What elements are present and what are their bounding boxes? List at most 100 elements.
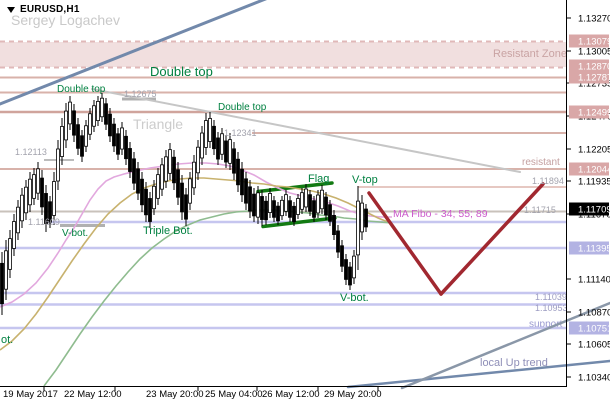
- candle: [364, 204, 368, 232]
- candle-body: [200, 132, 204, 159]
- candle-body: [168, 149, 172, 174]
- candle: [116, 128, 120, 160]
- candle-body: [156, 174, 160, 199]
- chip-label: 1.13079: [578, 37, 610, 48]
- candle: [88, 108, 92, 140]
- candle-body: [360, 202, 364, 233]
- candle-body: [8, 238, 12, 270]
- candle-body: [188, 178, 192, 204]
- trend-line-triangle-upper: [91, 88, 521, 173]
- pattern-label: V-bot.: [62, 228, 88, 239]
- candle: [308, 190, 312, 216]
- candle-body: [268, 192, 272, 213]
- candle: [200, 126, 204, 165]
- candle: [332, 210, 336, 240]
- candle: [260, 190, 264, 226]
- candle: [84, 120, 88, 152]
- candle: [196, 140, 200, 180]
- candle: [160, 158, 164, 196]
- candle: [228, 133, 232, 170]
- candle-body: [32, 174, 36, 199]
- candle: [36, 162, 40, 200]
- candle: [132, 152, 136, 190]
- price-point-label: 1.10953: [535, 303, 568, 313]
- candle-body: [340, 245, 344, 267]
- candle-body: [208, 118, 212, 142]
- candle: [164, 150, 168, 188]
- candle: [356, 186, 360, 270]
- chip-bg: [569, 202, 609, 216]
- candle: [24, 180, 28, 220]
- candle-body: [132, 158, 136, 184]
- candle-body: [252, 193, 256, 217]
- trend-line-projected-v-left: [367, 191, 443, 296]
- trend-line-flag-lower: [261, 216, 337, 229]
- candle-body: [328, 204, 332, 222]
- candle: [268, 188, 272, 218]
- candles-layer: [0, 93, 368, 315]
- candle-body: [144, 188, 148, 216]
- candle-body: [244, 178, 248, 204]
- chip-bg: [569, 59, 609, 73]
- candle: [156, 168, 160, 205]
- candle: [252, 188, 256, 222]
- candle-body: [92, 105, 96, 127]
- chart-watermark: Sergey Logachev: [11, 12, 120, 28]
- candle-body: [160, 164, 164, 190]
- candle-body: [88, 113, 92, 135]
- candle: [12, 214, 16, 256]
- pattern-label: Double top: [57, 84, 106, 95]
- candle-body: [120, 127, 124, 150]
- candle-body: [272, 200, 276, 218]
- candle: [176, 162, 180, 205]
- candle: [76, 118, 80, 155]
- symbol-header: EURUSD,H1: [7, 4, 80, 15]
- chip-label: 1.11395: [578, 244, 610, 255]
- candle: [280, 196, 284, 220]
- price-point-label: 1.12113: [15, 147, 47, 157]
- candle-body: [248, 186, 252, 212]
- candle: [272, 196, 276, 222]
- candle-body: [44, 193, 48, 224]
- ma-fibo-label: MA Fibo - 34; 55; 89: [393, 208, 488, 220]
- candle-body: [180, 182, 184, 213]
- candle: [264, 196, 268, 225]
- candle-body: [108, 113, 112, 137]
- resistant-zone-fill: [0, 42, 566, 67]
- price-point-label: 1.11039: [535, 292, 567, 302]
- candle: [112, 118, 116, 152]
- candle-body: [356, 200, 360, 256]
- y-axis-label: 1.10870: [578, 308, 610, 319]
- candle-body: [312, 200, 316, 218]
- candle: [212, 120, 216, 155]
- candle: [64, 103, 68, 148]
- chip-bg: [569, 241, 609, 255]
- candle: [32, 168, 36, 205]
- trend-lines-layer: [0, 0, 610, 390]
- candle-body: [164, 156, 168, 182]
- candle-body: [204, 120, 208, 148]
- candle-body: [136, 168, 140, 194]
- ma-line-ma-fibo-34: [0, 162, 392, 308]
- candle: [100, 93, 104, 122]
- y-axis-label: 1.10605: [578, 340, 610, 351]
- chip-label: 1.12499: [578, 108, 610, 119]
- candle: [120, 122, 124, 155]
- candle-body: [296, 198, 300, 215]
- candle: [60, 118, 64, 165]
- candle-body: [16, 206, 20, 234]
- chip-bg: [569, 70, 609, 84]
- candle-body: [332, 214, 336, 235]
- symbol-dropdown-icon[interactable]: [7, 6, 15, 13]
- candle-body: [304, 188, 308, 208]
- price-point-label: 1.11894: [532, 176, 564, 186]
- candle-body: [276, 205, 280, 222]
- resistant-zone-band: [0, 40, 566, 69]
- candle: [44, 185, 48, 232]
- candle-body: [60, 126, 64, 157]
- y-axis-level-chip: 1.10751: [569, 321, 610, 335]
- candle: [216, 132, 220, 165]
- candle: [16, 200, 20, 240]
